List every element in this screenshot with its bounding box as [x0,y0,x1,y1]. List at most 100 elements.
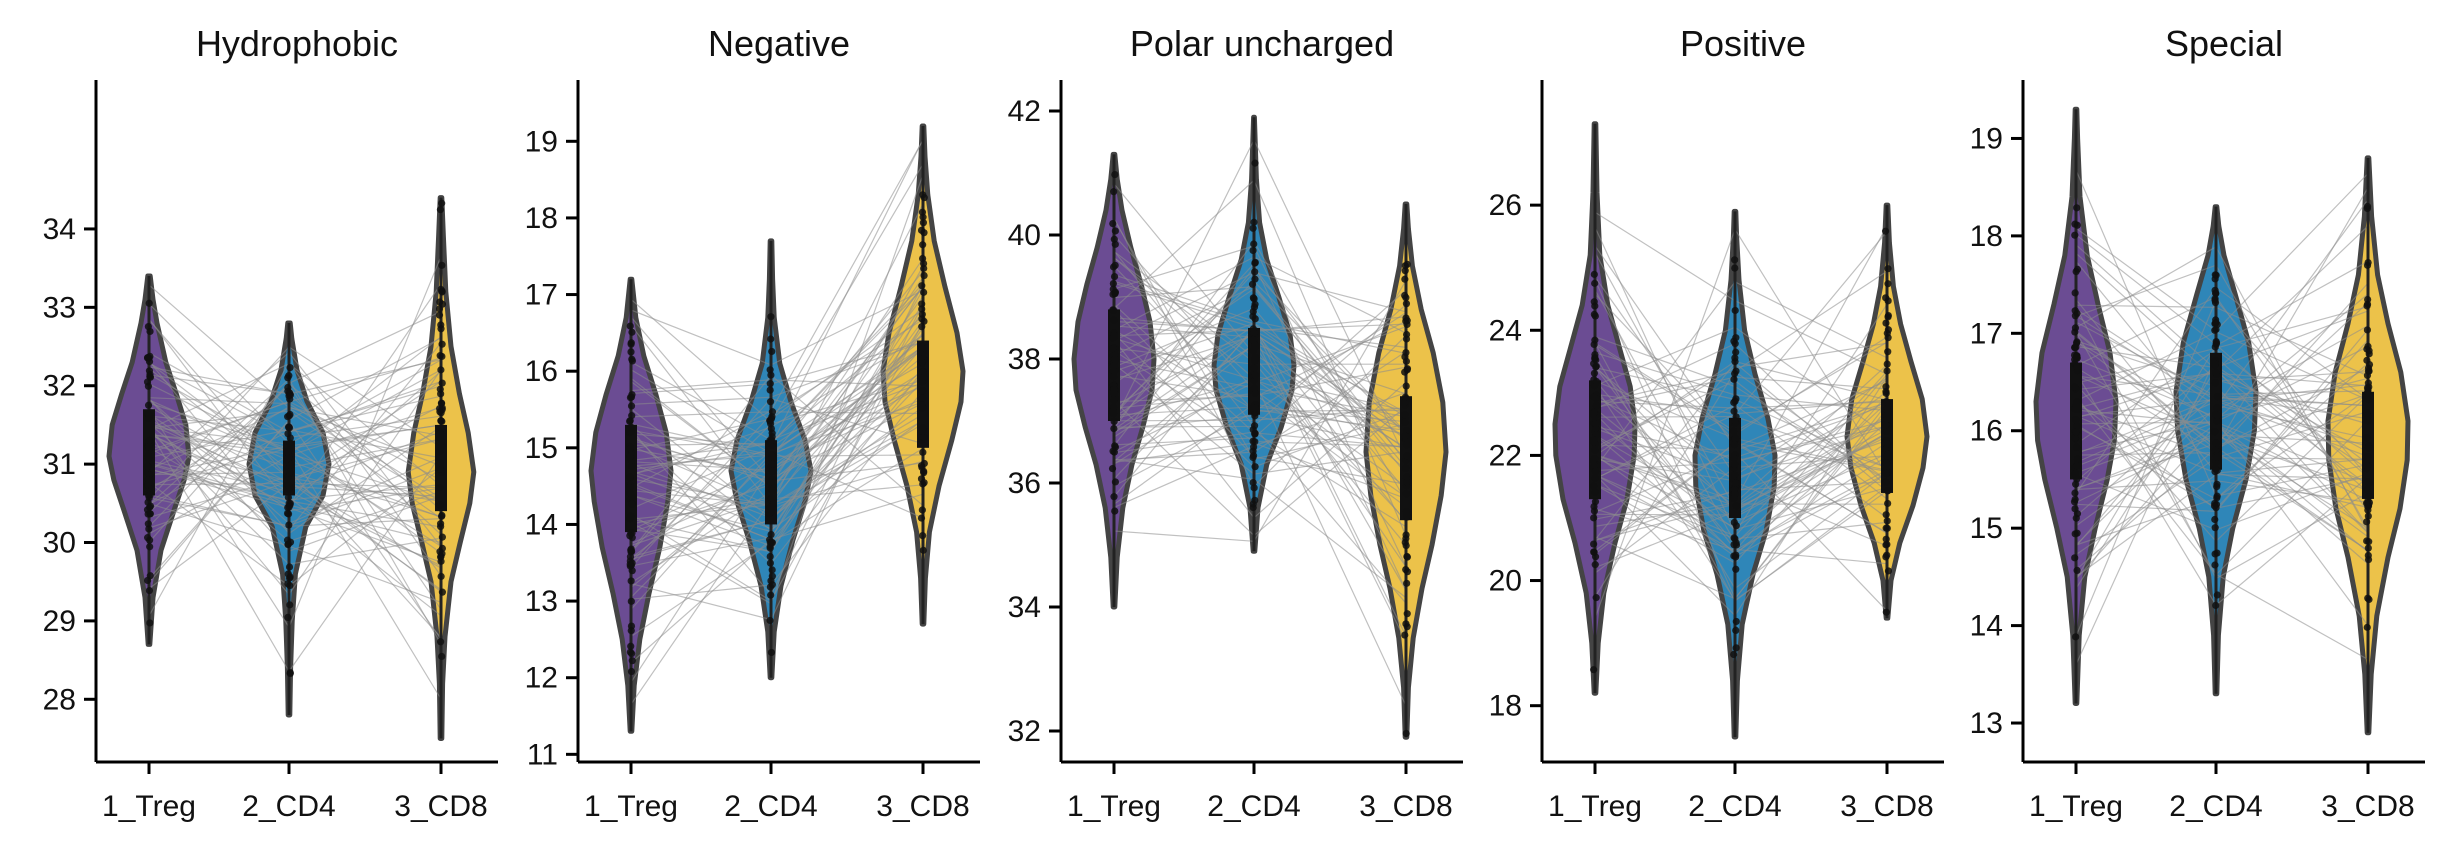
data-point [285,424,294,432]
data-point [284,580,292,588]
data-point [146,572,154,580]
data-point [1591,488,1599,496]
data-point [627,393,636,401]
data-point [2365,538,2373,546]
data-point [1251,412,1259,420]
y-tick-label: 14 [1970,610,2003,643]
data-point [437,285,445,293]
data-point [1110,316,1118,324]
panel-special: Special 13 14 15 16 17 18 19 1_Treg 2_CD4 3_CD8 [1970,23,2425,823]
data-point [1110,188,1118,196]
data-point [1401,432,1409,440]
y-tick-label: 16 [525,355,558,388]
panel-hydrophobic: Hydrophobic 28 29 30 31 32 33 34 1_Treg 2_CD4 3_CD… [43,23,498,823]
y-tick-label: 14 [525,508,558,541]
x-tick-label: 1_Treg [1067,790,1161,823]
data-point [768,572,776,580]
data-point [1250,295,1258,303]
data-point [1110,493,1118,501]
data-point [627,402,636,410]
data-point [2073,455,2082,463]
data-point [1110,362,1118,370]
y-tick-label: 16 [1970,415,2003,448]
data-point [1590,270,1598,278]
data-point [768,433,776,441]
data-point [1590,461,1599,470]
data-point [1884,311,1892,320]
data-point [1403,579,1411,587]
data-point [1882,511,1890,519]
data-point [1250,218,1258,226]
data-point [2211,298,2220,307]
data-point [767,494,776,502]
data-point [2363,326,2372,334]
data-point [145,367,154,375]
data-point [1591,336,1599,344]
data-point [2072,514,2080,522]
y-tick-label: 12 [525,662,558,695]
data-point [1884,265,1892,273]
data-point [766,478,774,486]
data-point [2073,309,2081,317]
data-point [627,340,635,348]
data-point [144,476,152,484]
data-point [1730,407,1738,415]
data-point [627,667,636,676]
data-point [2072,401,2080,410]
data-point [767,335,775,343]
data-point [2072,354,2080,362]
data-point [285,392,293,400]
data-point [1731,535,1739,543]
data-point [1251,371,1259,379]
data-point [627,642,635,650]
data-point [1591,454,1599,463]
data-point [1730,441,1739,449]
data-point [919,387,927,395]
data-point [2071,231,2079,239]
data-point [767,591,775,599]
data-point [1249,347,1257,355]
data-point [2364,342,2372,350]
data-point [1251,315,1259,323]
y-tick-label: 18 [1970,220,2003,253]
data-point [2071,344,2079,352]
data-point [286,439,294,447]
y-tick-label: 18 [1489,690,1522,723]
data-point [436,408,444,416]
x-tick-label: 3_CD8 [876,790,969,823]
data-point [2073,462,2081,470]
data-point [919,241,927,249]
data-point [767,313,775,321]
data-point [146,543,154,551]
data-point [1729,427,1738,435]
y-tick-label: 22 [1489,439,1522,472]
data-point [286,461,294,470]
data-point [2211,550,2219,558]
data-point [1402,348,1410,357]
data-point [1882,469,1890,478]
y-tick-label: 19 [1970,122,2003,155]
data-point [1591,279,1599,287]
y-tick-label: 38 [1008,343,1041,376]
data-point [626,489,634,497]
data-point [1884,334,1892,342]
data-point [1882,541,1890,549]
data-point [1590,409,1598,417]
data-point [627,561,635,569]
data-point [2071,530,2079,538]
y-tick-label: 32 [1008,715,1041,748]
data-point [626,515,634,523]
data-point [145,503,154,511]
data-point [918,282,926,290]
data-point [285,503,293,511]
data-point [1401,393,1410,401]
data-point [284,493,293,502]
data-point [145,412,154,420]
data-point [284,430,292,438]
y-tick-label: 13 [1970,707,2003,740]
data-point [919,424,927,432]
data-point [1110,389,1118,398]
x-tick-label: 2_CD4 [724,790,817,823]
data-point [2213,417,2221,425]
data-point [1403,552,1411,561]
